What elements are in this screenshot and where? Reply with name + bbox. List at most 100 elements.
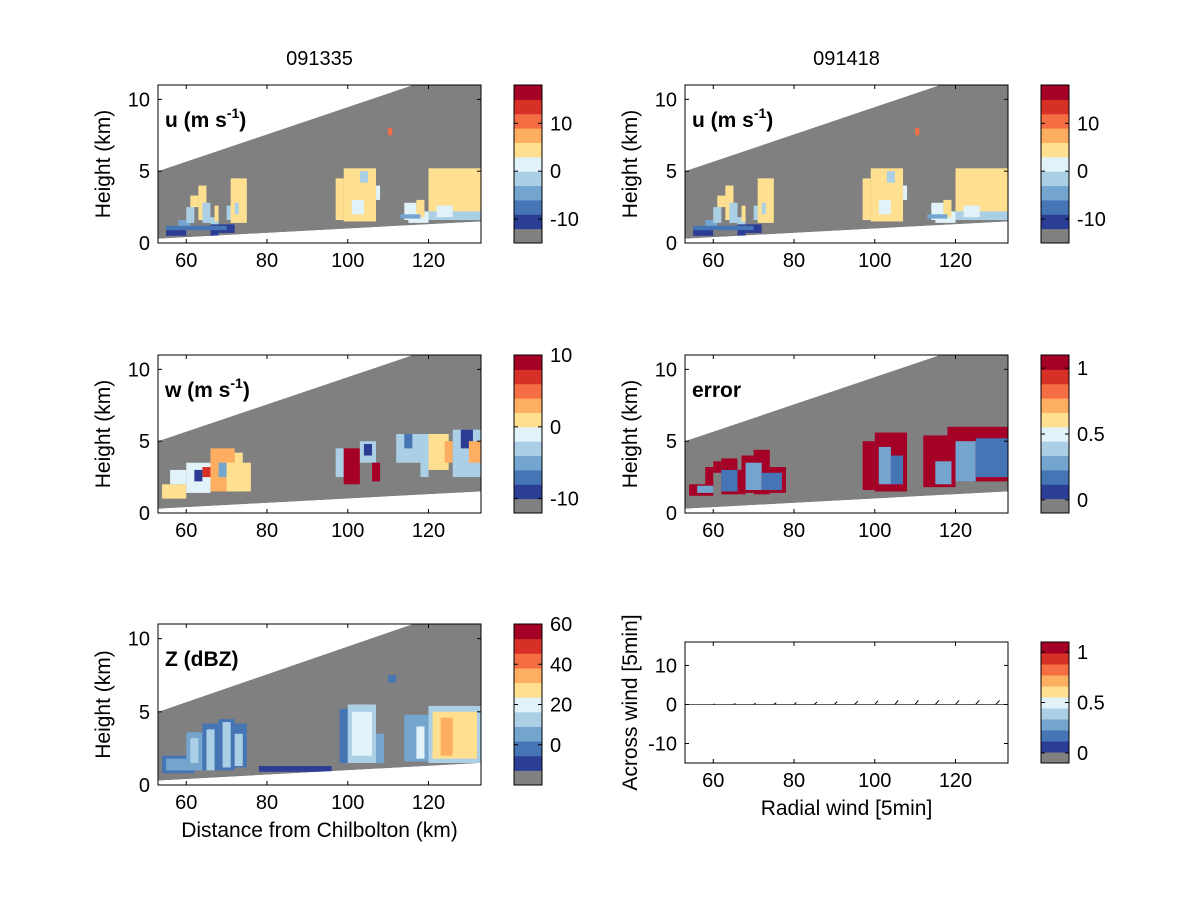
- colorbar: 00.51: [1040, 641, 1105, 765]
- colorbar-bin: [1041, 653, 1069, 665]
- colorbar-bin: [514, 142, 542, 158]
- data-cell: [761, 202, 766, 215]
- field-annotation: error: [692, 379, 741, 402]
- data-cell: [729, 202, 738, 223]
- panel-z-091335: 60 80 100 120 0 5 10 Height (km) Distance from C…: [92, 614, 572, 842]
- wind-arrow: [995, 700, 1000, 705]
- colorbar-bin: [514, 755, 542, 771]
- colorbar-bin: [1041, 412, 1069, 428]
- colorbar-bin: [1041, 664, 1069, 676]
- data-cell: [886, 171, 895, 183]
- below-ground-region: [685, 221, 1008, 243]
- x-tick-label: 80: [783, 250, 805, 272]
- sky-region: [158, 85, 414, 172]
- colorbar-tick-label: 0: [550, 735, 561, 757]
- wind-arrow: [733, 703, 736, 705]
- data-cell: [335, 178, 344, 221]
- field-annotation: Z (dBZ): [165, 648, 238, 671]
- colorbar-bin: [514, 498, 542, 514]
- colorbar-bin: [514, 398, 542, 413]
- data-cell: [741, 205, 746, 222]
- colorbar-tick-label: 20: [550, 695, 572, 717]
- data-cell: [935, 461, 952, 485]
- field-annotation: u (m s-1): [165, 105, 246, 132]
- colorbar-bin: [514, 355, 542, 370]
- colorbar-bin: [1041, 441, 1069, 457]
- colorbar-tick-label: 40: [550, 654, 572, 676]
- data-cell: [693, 225, 754, 231]
- data-cell: [363, 444, 372, 456]
- data-cell: [436, 205, 453, 218]
- x-tick-label: 80: [783, 520, 805, 542]
- data-cell: [400, 214, 421, 219]
- data-cell: [335, 448, 344, 478]
- data-cell: [761, 472, 782, 491]
- data-cell: [206, 729, 215, 771]
- colorbar-bin: [1041, 484, 1069, 500]
- x-tick-label: 60: [175, 250, 197, 272]
- y-tick-label: 5: [139, 431, 150, 453]
- colorbar-bin: [1041, 675, 1069, 687]
- x-tick-label: 120: [939, 770, 972, 792]
- y-tick-label: 10: [128, 359, 150, 381]
- colorbar-bin: [514, 426, 542, 442]
- colorbar-bin: [1041, 228, 1069, 244]
- y-tick-label: 0: [139, 775, 150, 797]
- y-axis-label: Height (km): [619, 110, 642, 219]
- x-tick-label: 60: [702, 770, 724, 792]
- y-tick-label: 0: [666, 694, 677, 716]
- data-cell: [178, 220, 191, 226]
- plot-frame: [157, 354, 482, 514]
- colorbar-bin: [514, 653, 542, 669]
- colorbar-bin: [514, 99, 542, 115]
- data-cell: [862, 441, 875, 491]
- colorbar-bin: [514, 156, 542, 172]
- plot-frame: [684, 84, 1009, 244]
- colorbar-bin: [1041, 642, 1069, 654]
- data-cell: [705, 467, 714, 496]
- colorbar-tick-label: 1: [1077, 358, 1088, 380]
- data-cell: [388, 128, 393, 136]
- colorbar-tick-label: 10: [550, 113, 572, 135]
- plot-area: [685, 642, 1008, 763]
- colorbar-tick-label: 10: [550, 345, 572, 367]
- plot-frame: [157, 84, 482, 244]
- colorbar-bin: [1041, 752, 1069, 764]
- y-tick-label: 0: [139, 503, 150, 525]
- data-cell: [190, 738, 199, 764]
- colorbar-bin: [514, 726, 542, 742]
- data-cell: [757, 178, 774, 223]
- y-axis-label: Height (km): [92, 650, 115, 759]
- data-cell: [963, 205, 980, 218]
- y-axis-label: Height (km): [92, 380, 115, 489]
- colorbar-tick-label: -10: [1077, 209, 1106, 231]
- colorbar-bin: [1041, 142, 1069, 158]
- colorbar-bin: [514, 441, 542, 457]
- data-cell: [186, 207, 195, 223]
- data-cell: [388, 675, 397, 683]
- colorbar-tick-label: -10: [550, 209, 579, 231]
- data-cell: [927, 214, 948, 219]
- y-axis-label: Height (km): [619, 380, 642, 489]
- data-cell: [713, 207, 722, 223]
- data-cell: [440, 717, 453, 756]
- colorbar-bin: [1041, 426, 1069, 442]
- panel-title: 091418: [813, 48, 880, 70]
- y-tick-label: 0: [666, 503, 677, 525]
- colorbar-bin: [1041, 214, 1069, 230]
- colorbar-bin: [1041, 730, 1069, 742]
- data-cell: [190, 195, 199, 208]
- colorbar-tick-label: 0: [1077, 490, 1088, 512]
- data-cell: [975, 438, 1008, 478]
- data-cell: [343, 448, 360, 485]
- field-annotation: u (m s-1): [692, 105, 773, 132]
- colorbar-bin: [1041, 171, 1069, 187]
- colorbar-bin: [514, 682, 542, 698]
- wind-arrow: [955, 700, 960, 705]
- data-cell: [903, 185, 908, 200]
- data-cell: [713, 461, 722, 473]
- colorbar-tick-label: 0.5: [1077, 424, 1105, 446]
- colorbar: 0 20 40 60: [513, 614, 572, 786]
- colorbar-bin: [514, 638, 542, 654]
